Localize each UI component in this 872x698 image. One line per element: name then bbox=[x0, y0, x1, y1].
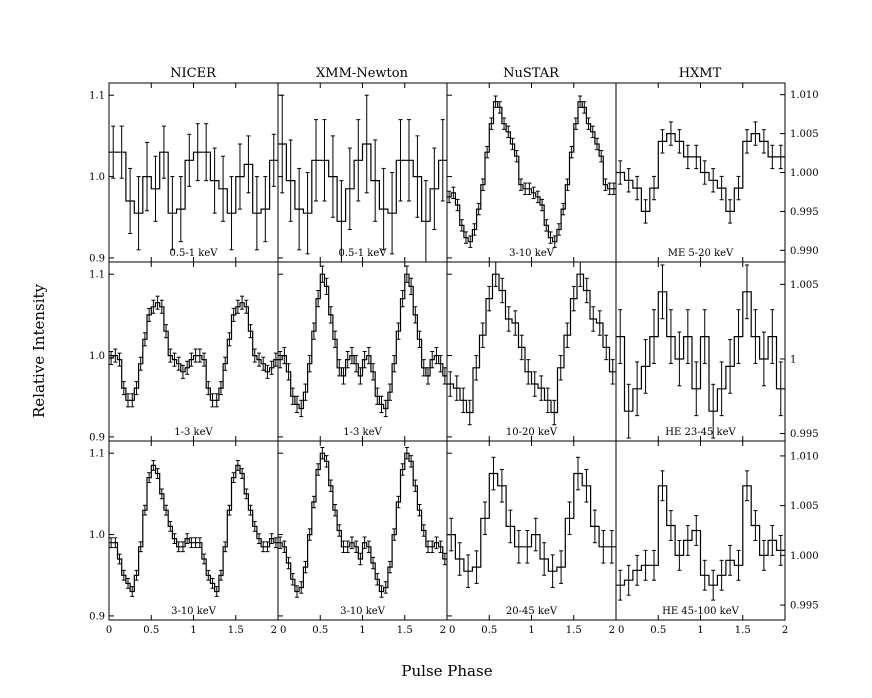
column-title-hxmt: HXMT bbox=[679, 66, 722, 81]
column-title-nicer: NICER bbox=[170, 66, 217, 81]
panel-energy-label: 3-10 keV bbox=[171, 606, 217, 617]
panel-energy-label: 1-3 keV bbox=[343, 427, 382, 438]
panel-frame bbox=[446, 261, 617, 442]
x-tick-label: 0 bbox=[106, 625, 112, 636]
panel-energy-label: ME 5-20 keV bbox=[668, 248, 734, 259]
x-tick-label: 2 bbox=[782, 625, 788, 636]
x-tick-label: 0.5 bbox=[143, 625, 159, 636]
x-tick-label: 0.5 bbox=[312, 625, 328, 636]
y-tick-label: 1.0 bbox=[89, 351, 105, 362]
y-tick-label: 0.995 bbox=[790, 429, 819, 440]
y-tick-label: 1.010 bbox=[790, 90, 819, 101]
y-tick-label: 0.9 bbox=[89, 611, 105, 622]
panel-frame bbox=[108, 440, 279, 621]
panel-energy-label: 0.5-1 keV bbox=[338, 248, 387, 259]
x-tick-label: 2 bbox=[609, 625, 615, 636]
panel-11: 0 0.5 1 1.5 2 20-45 keV bbox=[446, 440, 617, 636]
y-tick-label: 1.010 bbox=[790, 451, 819, 462]
panel-frame bbox=[277, 82, 448, 263]
y-tick-label: 1.005 bbox=[790, 129, 819, 140]
panel-3: 3-10 keV bbox=[446, 82, 617, 263]
x-tick-label: 1 bbox=[528, 625, 534, 636]
y-tick-label: 0.9 bbox=[89, 432, 105, 443]
pulse-profile-line bbox=[278, 143, 447, 222]
x-tick-label: 1.5 bbox=[735, 625, 751, 636]
x-tick-label: 2 bbox=[271, 625, 277, 636]
y-tick-label: 1.000 bbox=[790, 168, 819, 179]
panel-4: 0.990 0.995 1.000 1.005 1.010 ME 5-20 keV bbox=[615, 82, 819, 263]
y-tick-label: 1.1 bbox=[89, 91, 105, 102]
column-title-nustar: NuSTAR bbox=[503, 66, 560, 81]
x-tick-label: 1.5 bbox=[397, 625, 413, 636]
panel-10: 0 0.5 1 1.5 2 3-10 keV bbox=[277, 440, 448, 636]
panel-2: 0.5-1 keV bbox=[277, 82, 448, 263]
panel-energy-label: HE 45-100 keV bbox=[662, 606, 740, 617]
panel-9: 0.9 1.0 1.1 0 0.5 1 1.5 2 3-10 keV bbox=[89, 440, 279, 636]
pulse-profile-line bbox=[109, 302, 278, 401]
panel-energy-label: 10-20 keV bbox=[506, 427, 558, 438]
y-tick-label: 1.005 bbox=[790, 280, 819, 291]
pulse-profile-line bbox=[278, 452, 447, 593]
pulse-profile-line bbox=[616, 133, 785, 212]
panel-8: 0.995 1 1.005 HE 23-45 keV bbox=[615, 261, 819, 442]
panel-energy-label: 3-10 keV bbox=[509, 248, 555, 259]
pulse-profile-line bbox=[616, 485, 785, 586]
panel-6: 1-3 keV bbox=[277, 261, 448, 442]
x-tick-label: 0 bbox=[280, 625, 286, 636]
panel-12: 0.995 1.000 1.005 1.010 0 0.5 1 1.5 2 HE 45-100 k… bbox=[615, 440, 819, 636]
x-tick-label: 2 bbox=[440, 625, 446, 636]
x-tick-label: 0 bbox=[449, 625, 455, 636]
panel-energy-label: 1-3 keV bbox=[174, 427, 213, 438]
pulse-profile-line bbox=[447, 273, 616, 414]
y-tick-label: 1.0 bbox=[89, 172, 105, 183]
x-tick-label: 1.5 bbox=[228, 625, 244, 636]
y-tick-label: 1.005 bbox=[790, 501, 819, 512]
x-tick-label: 0.5 bbox=[481, 625, 497, 636]
pulse-profile-line bbox=[278, 273, 447, 410]
y-tick-label: 0.9 bbox=[89, 253, 105, 264]
panel-energy-label: 3-10 keV bbox=[340, 606, 386, 617]
x-tick-label: 1 bbox=[190, 625, 196, 636]
y-tick-label: 1.1 bbox=[89, 270, 105, 281]
panel-grid: 0.9 1.0 1.1 0.5-1 keV 0.5-1 keV 3-10 keV 0.990… bbox=[89, 82, 819, 636]
panel-energy-label: HE 23-45 keV bbox=[665, 427, 736, 438]
y-tick-label: 0.995 bbox=[790, 601, 819, 612]
pulse-profile-line bbox=[447, 472, 616, 572]
panel-5: 0.9 1.0 1.1 1-3 keV bbox=[89, 261, 279, 443]
y-axis-label: Relative Intensity bbox=[30, 283, 48, 418]
panel-7: 10-20 keV bbox=[446, 261, 617, 442]
y-tick-label: 1 bbox=[790, 354, 796, 365]
column-title-xmm-newton: XMM-Newton bbox=[316, 66, 409, 81]
y-tick-label: 0.995 bbox=[790, 207, 819, 218]
x-tick-label: 1.5 bbox=[566, 625, 582, 636]
x-tick-label: 0.5 bbox=[650, 625, 666, 636]
y-tick-label: 1.0 bbox=[89, 530, 105, 541]
panel-energy-label: 0.5-1 keV bbox=[169, 248, 218, 259]
pulse-profile-line bbox=[616, 291, 785, 412]
pulse-profile-line bbox=[447, 101, 616, 243]
x-axis-label: Pulse Phase bbox=[401, 662, 492, 680]
y-tick-label: 1.000 bbox=[790, 551, 819, 562]
x-tick-label: 1 bbox=[359, 625, 365, 636]
y-tick-label: 0.990 bbox=[790, 246, 819, 257]
panel-1: 0.9 1.0 1.1 0.5-1 keV bbox=[89, 82, 279, 264]
pulse-profile-line bbox=[109, 464, 278, 593]
pulse-profile-line bbox=[109, 151, 278, 214]
panel-energy-label: 20-45 keV bbox=[506, 606, 558, 617]
x-tick-label: 0 bbox=[618, 625, 624, 636]
x-tick-label: 1 bbox=[697, 625, 703, 636]
y-tick-label: 1.1 bbox=[89, 449, 105, 460]
panel-frame bbox=[446, 440, 617, 621]
